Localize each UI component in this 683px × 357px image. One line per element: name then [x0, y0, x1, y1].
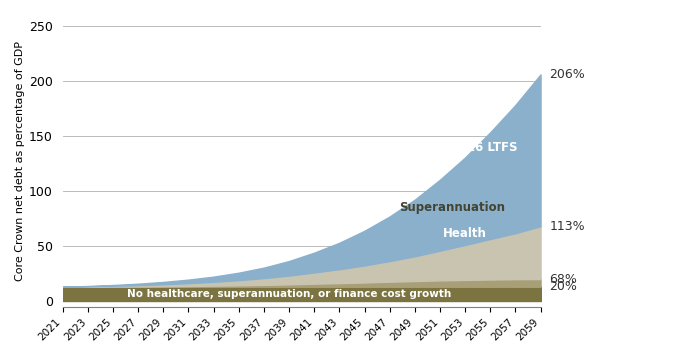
Text: No healthcare, superannuation, or finance cost growth: No healthcare, superannuation, or financ…: [127, 289, 451, 299]
Text: 20%: 20%: [549, 280, 577, 293]
Text: 68%: 68%: [549, 272, 577, 286]
Text: 113%: 113%: [549, 220, 585, 233]
Text: Finance cost 2016 LTFS: Finance cost 2016 LTFS: [363, 141, 517, 154]
Y-axis label: Core Crown net debt as percentage of GDP: Core Crown net debt as percentage of GDP: [15, 41, 25, 281]
Text: Superannuation: Superannuation: [400, 201, 505, 214]
Text: 206%: 206%: [549, 68, 585, 81]
Text: Health: Health: [443, 227, 487, 241]
